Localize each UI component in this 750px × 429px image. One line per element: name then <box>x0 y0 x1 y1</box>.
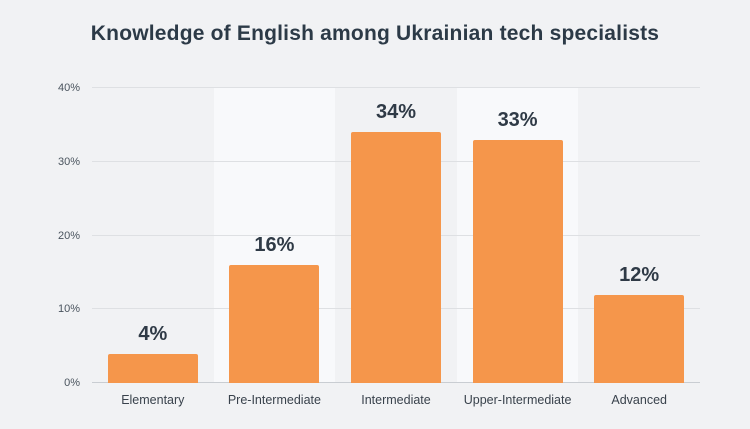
bar-value-label: 16% <box>254 234 295 256</box>
bar-advanced <box>594 294 685 383</box>
x-axis-category-label: Intermediate <box>361 393 431 407</box>
x-axis-category-label: Pre-Intermediate <box>227 393 321 407</box>
chart-title: Knowledge of English among Ukrainian tec… <box>90 22 660 45</box>
y-axis-tick-label: 0% <box>64 377 80 389</box>
y-axis-tick-label: 40% <box>57 82 80 94</box>
y-axis-tick-label: 30% <box>57 155 80 168</box>
category-column: 12% Advanced <box>578 88 700 407</box>
bar-chart-plot-area: 4% Elementary 16% Pre-Intermediate 34% Interm… <box>58 82 700 407</box>
bar-value-label: 4% <box>138 322 168 345</box>
x-axis-category-label: Elementary <box>121 393 185 407</box>
y-axis-tick-label: 20% <box>57 229 80 242</box>
bar-upper-intermediate <box>472 139 563 383</box>
y-axis-tick-label: 10% <box>57 303 80 316</box>
bar-elementary <box>107 353 198 383</box>
bar-pre-intermediate <box>229 265 320 383</box>
x-axis-category-label: Upper-Intermediate <box>463 393 572 407</box>
category-columns: 4% Elementary 16% Pre-Intermediate 34% Interm… <box>92 88 700 407</box>
category-column: 16% Pre-Intermediate <box>213 88 336 407</box>
gridline <box>92 87 700 88</box>
x-axis-category-label: Advanced <box>611 393 667 407</box>
category-column: 4% Elementary <box>92 88 214 407</box>
bar-value-label: 12% <box>619 263 660 286</box>
bar-intermediate <box>350 132 441 383</box>
bar-value-label: 33% <box>497 108 538 131</box>
category-column: 34% Intermediate <box>335 88 457 407</box>
category-column: 33% Upper-Intermediate <box>456 88 579 407</box>
bar-value-label: 34% <box>375 101 416 124</box>
